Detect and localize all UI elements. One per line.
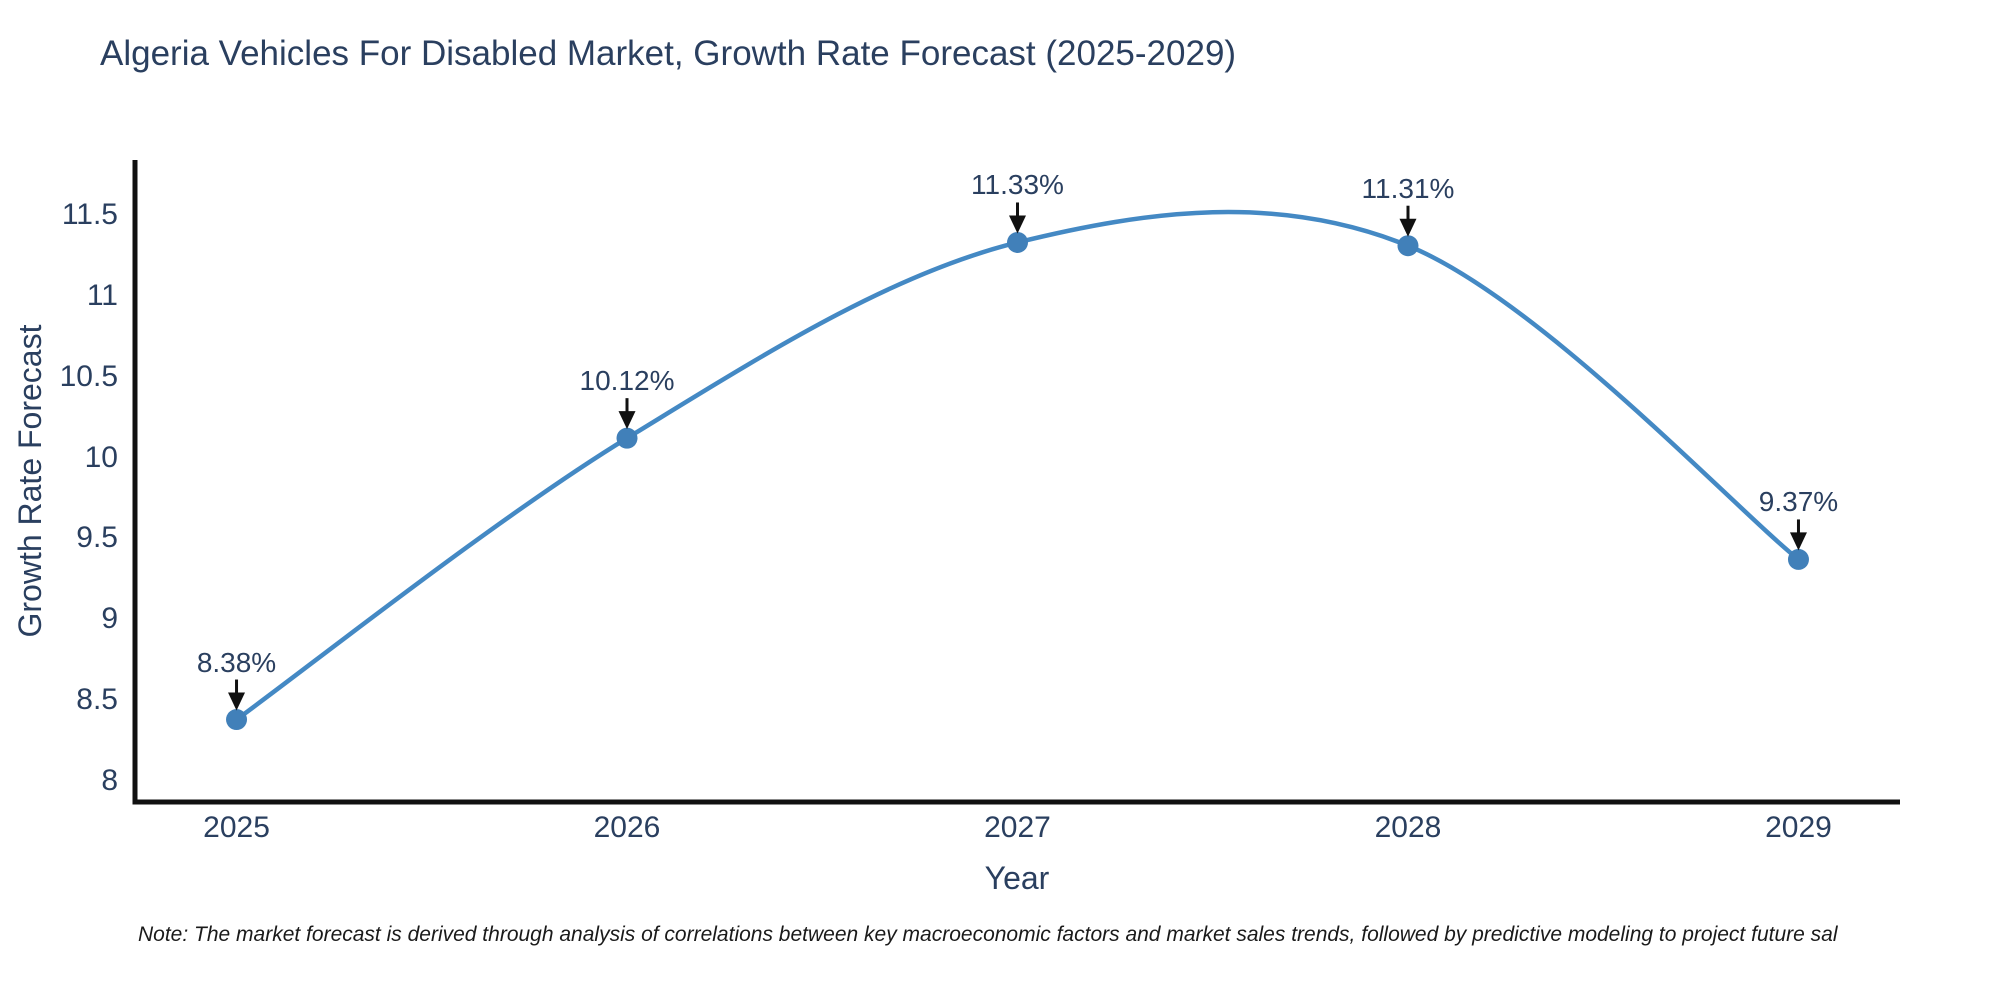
y-tick-label: 9.5 xyxy=(76,521,118,555)
point-label: 11.31% xyxy=(1361,172,1455,204)
x-tick-label: 2028 xyxy=(1374,811,1442,844)
annotation-arrowhead xyxy=(618,411,636,430)
annotation-arrowhead xyxy=(1009,215,1026,234)
point-label: 8.38% xyxy=(196,646,277,678)
footnote-container: Note: The market forecast is derived thr… xyxy=(138,920,2000,960)
annotation-arrowhead xyxy=(228,692,246,711)
y-tick-label: 10.5 xyxy=(59,359,118,393)
y-tick-label: 8 xyxy=(101,763,118,797)
y-tick-label: 10 xyxy=(84,440,118,474)
point-label: 9.37% xyxy=(1758,486,1839,518)
data-point-2029 xyxy=(1787,548,1809,570)
trend-line xyxy=(234,209,1801,722)
axis-lines xyxy=(132,160,1900,805)
annotation-arrowhead xyxy=(1789,532,1807,551)
data-point-2026 xyxy=(616,427,638,449)
chart-title: Algeria Vehicles For Disabled Market, Gr… xyxy=(100,34,1237,73)
footnote: Note: The market forecast is derived thr… xyxy=(138,923,1838,946)
x-axis-title: Year xyxy=(984,860,1050,896)
data-point-2028 xyxy=(1397,235,1419,257)
y-tick-label: 8.5 xyxy=(76,683,118,717)
annotation-arrowhead xyxy=(1399,218,1417,237)
point-label: 10.12% xyxy=(579,365,675,397)
x-tick-label: 2027 xyxy=(984,811,1051,844)
point-label: 11.33% xyxy=(971,169,1064,201)
x-tick-label: 2026 xyxy=(593,811,661,844)
x-tick-label: 2025 xyxy=(203,811,270,844)
data-point-2025 xyxy=(226,709,248,731)
y-axis-title: Growth Rate Forecast xyxy=(12,324,48,638)
x-tick-label: 2029 xyxy=(1765,811,1832,844)
data-point-2027 xyxy=(1007,231,1028,253)
y-tick-label: 9 xyxy=(101,602,118,636)
y-tick-label: 11.5 xyxy=(61,197,118,231)
y-tick-label: 11 xyxy=(86,278,118,312)
